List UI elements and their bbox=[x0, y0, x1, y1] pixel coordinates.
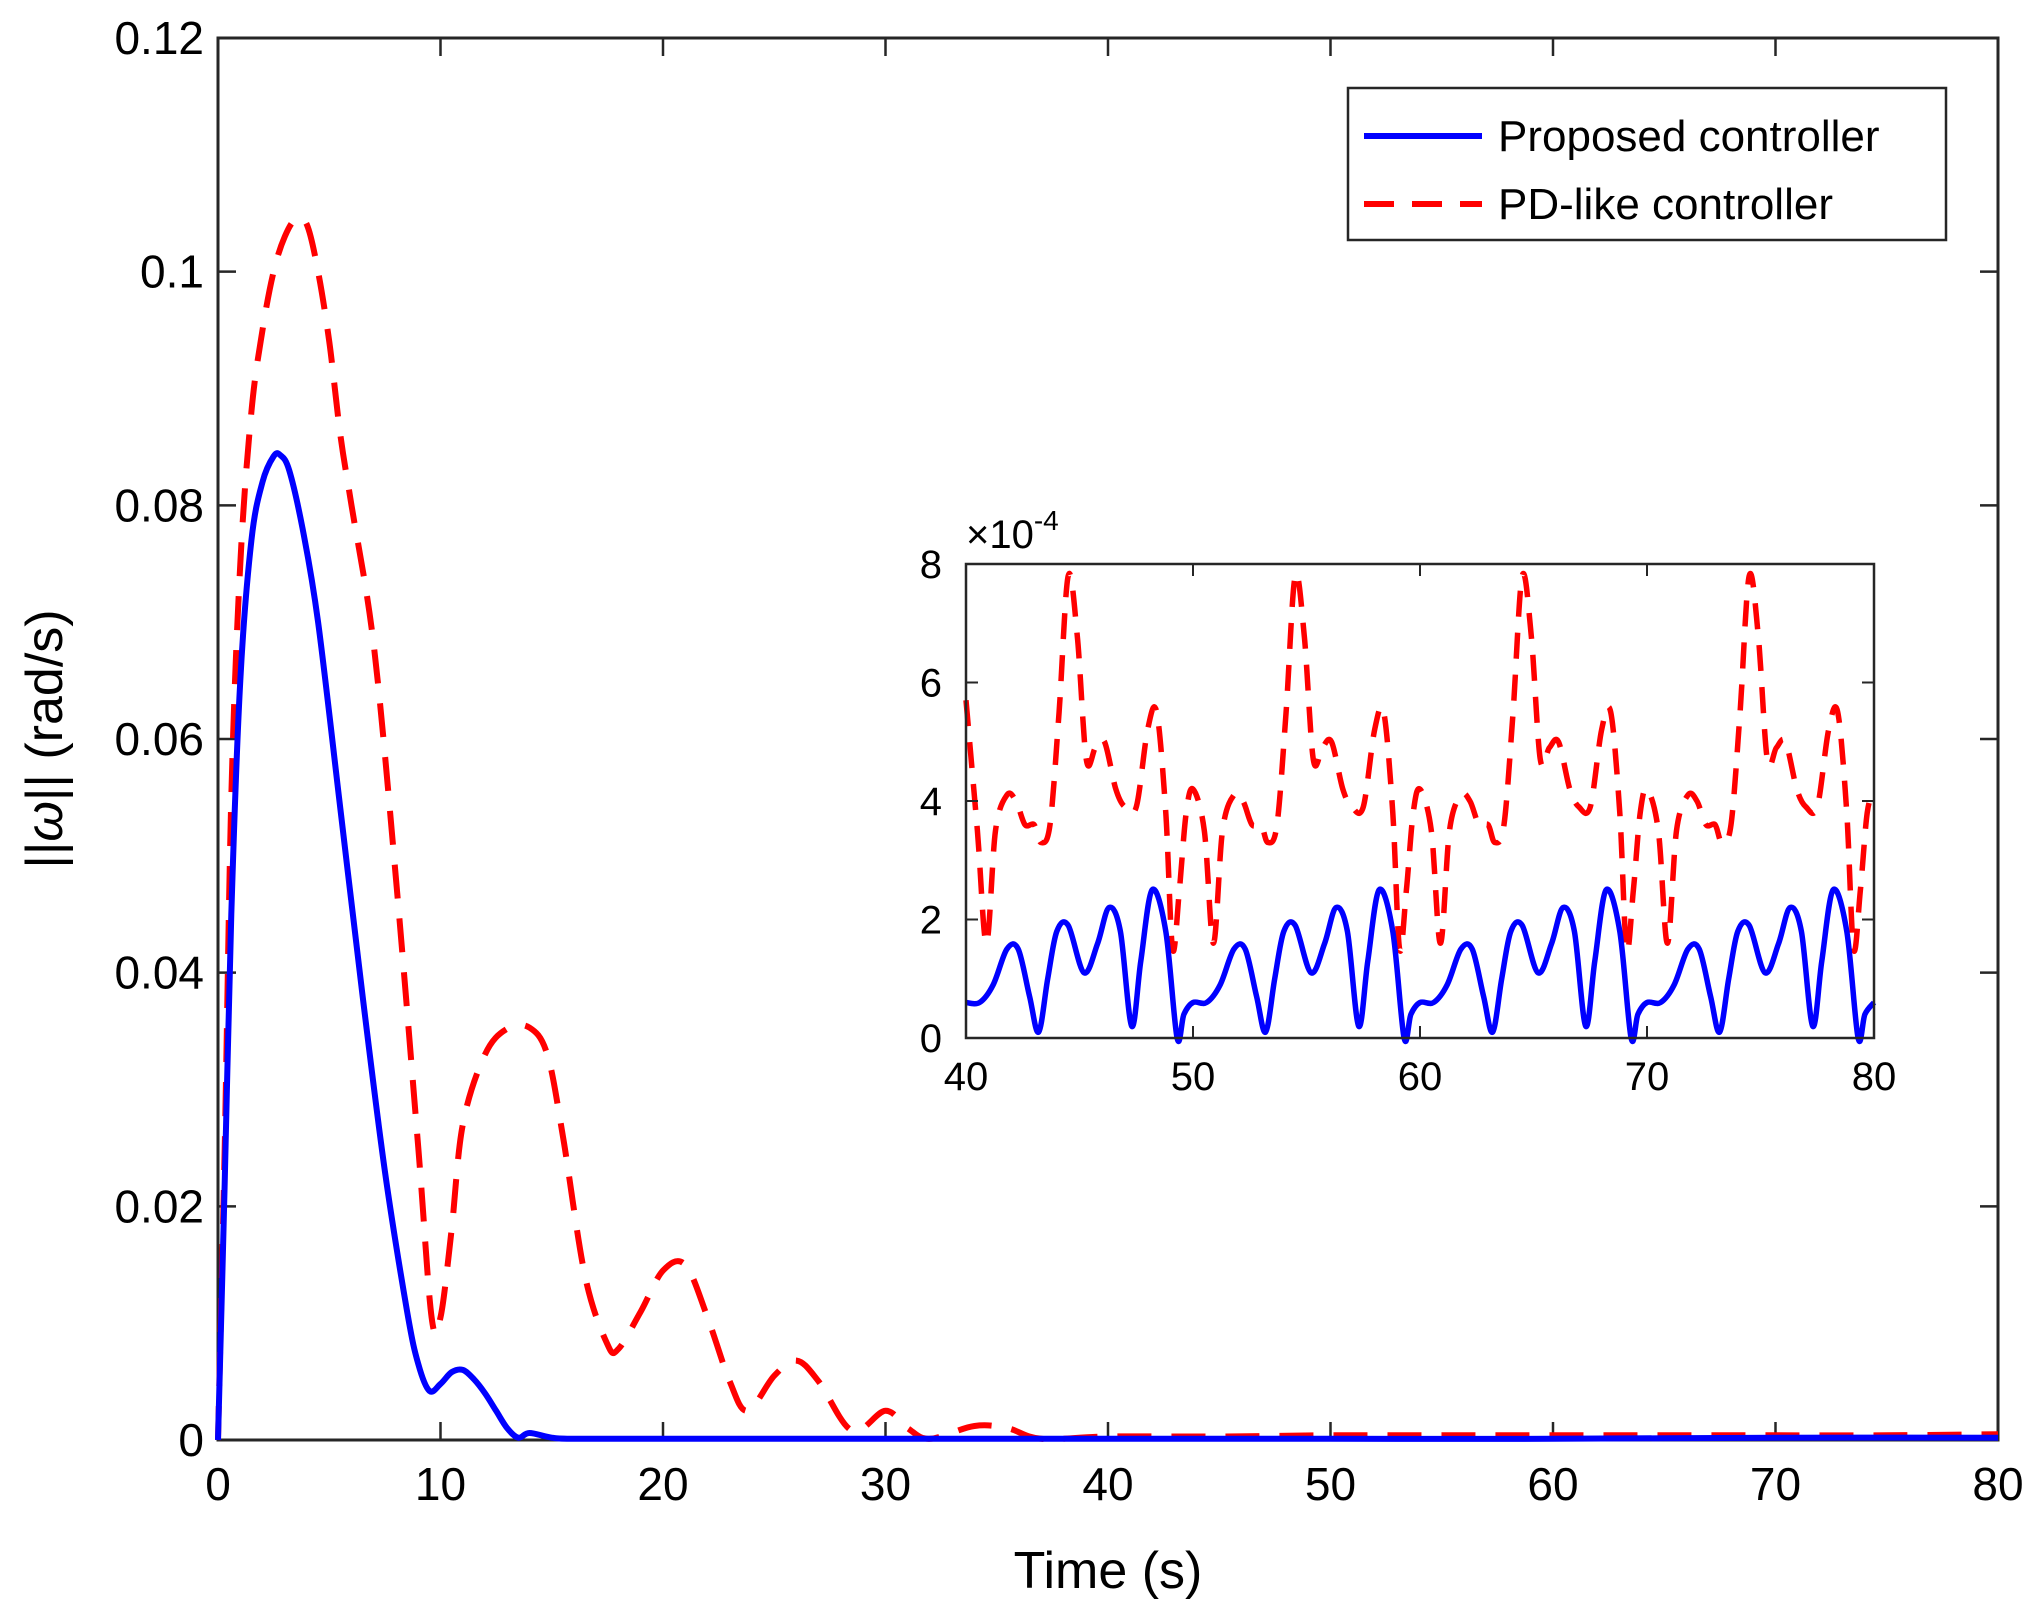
y-tick-label: 0.06 bbox=[114, 713, 204, 765]
y-tick-label: 0.02 bbox=[114, 1180, 204, 1232]
inset-x-tick-label: 60 bbox=[1398, 1055, 1443, 1099]
x-tick-label: 60 bbox=[1527, 1458, 1578, 1510]
inset-y-tick-label: 0 bbox=[920, 1017, 942, 1061]
y-tick-label: 0 bbox=[178, 1414, 204, 1466]
inset-ticks: 40 50 60 70 80 0 2 4 6 8 bbox=[920, 543, 1897, 1099]
y-axis-label: ||ω|| (rad/s) bbox=[16, 609, 74, 868]
y-tick-label: 0.08 bbox=[114, 479, 204, 531]
x-tick-label: 50 bbox=[1305, 1458, 1356, 1510]
inset-axes: 40 50 60 70 80 0 2 4 6 8 ×10-4 bbox=[920, 505, 1897, 1099]
x-tick-label: 10 bbox=[415, 1458, 466, 1510]
main-ticks: 0 10 20 30 40 50 60 70 8000.020.040.060.080.10.1… bbox=[114, 12, 2023, 1510]
inset-x-tick-label: 80 bbox=[1852, 1055, 1897, 1099]
main-axes: 0 10 20 30 40 50 60 70 8000.020.040.060.080.10.1… bbox=[16, 12, 2024, 1600]
inset-background bbox=[966, 564, 1874, 1038]
inset-series-group bbox=[963, 570, 1877, 1044]
y-tick-label: 0.12 bbox=[114, 12, 204, 64]
x-tick-label: 80 bbox=[1972, 1458, 2023, 1510]
y-tick-label: 0.04 bbox=[114, 947, 204, 999]
inset-y-tick-label: 4 bbox=[920, 780, 942, 824]
inset-y-tick-label: 6 bbox=[920, 662, 942, 706]
x-tick-label: 40 bbox=[1082, 1458, 1133, 1510]
inset-y-tick-label: 8 bbox=[920, 543, 942, 587]
legend-label-proposed: Proposed controller bbox=[1498, 112, 1880, 161]
inset-series-line-proposed-controller bbox=[965, 886, 1877, 1044]
inset-y-tick-label: 2 bbox=[920, 899, 942, 943]
inset-y-exponent-power: -4 bbox=[1034, 505, 1059, 536]
inset-series-line-pd-like-controller bbox=[963, 570, 1877, 954]
inset-x-tick-label: 40 bbox=[944, 1055, 989, 1099]
legend-label-pd-like: PD-like controller bbox=[1498, 180, 1833, 229]
x-tick-label: 0 bbox=[205, 1458, 231, 1510]
legend: Proposed controller PD-like controller bbox=[1346, 86, 1948, 242]
legend-box bbox=[1346, 86, 1948, 242]
inset-y-exponent-base: ×10 bbox=[966, 513, 1034, 557]
series-line-proposed-controller bbox=[215, 450, 1999, 1442]
y-axis-label-suffix: || (rad/s) bbox=[16, 609, 74, 801]
inset-x-tick-label: 70 bbox=[1625, 1055, 1670, 1099]
y-axis-label-omega: ω bbox=[16, 801, 74, 842]
x-axis-label: Time (s) bbox=[1014, 1542, 1203, 1600]
series-line-pd-like-controller bbox=[215, 214, 1999, 1443]
x-tick-label: 30 bbox=[860, 1458, 911, 1510]
y-tick-label: 0.1 bbox=[140, 246, 204, 298]
inset-x-tick-label: 50 bbox=[1171, 1055, 1216, 1099]
x-tick-label: 20 bbox=[637, 1458, 688, 1510]
y-axis-label-prefix: || bbox=[16, 842, 74, 869]
inset-y-exponent: ×10-4 bbox=[966, 505, 1059, 557]
main-series-group bbox=[215, 214, 1999, 1443]
x-tick-label: 70 bbox=[1750, 1458, 1801, 1510]
